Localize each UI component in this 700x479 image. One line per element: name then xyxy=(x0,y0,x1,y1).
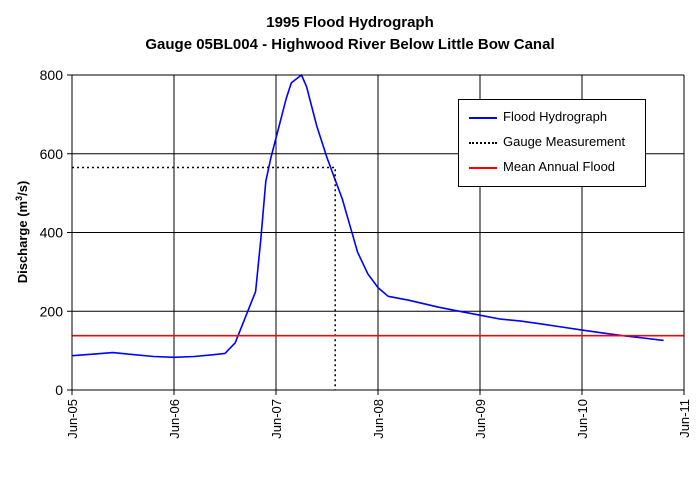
legend-item: Flood Hydrograph xyxy=(459,108,645,128)
y-tick-label: 400 xyxy=(40,225,64,241)
y-tick-label: 200 xyxy=(40,303,64,319)
legend-swatch xyxy=(469,167,497,169)
x-tick-label: Jun-08 xyxy=(371,399,386,439)
x-tick-label: Jun-11 xyxy=(677,399,692,438)
x-tick-label: Jun-06 xyxy=(167,399,182,439)
x-tick-label: Jun-05 xyxy=(65,399,80,439)
legend-label: Gauge Measurement xyxy=(503,134,626,149)
legend-item: Mean Annual Flood xyxy=(459,158,645,178)
chart-title-line-1: 1995 Flood Hydrograph xyxy=(266,14,434,31)
legend-swatch xyxy=(469,117,497,119)
x-tick-label: Jun-09 xyxy=(473,399,488,439)
legend-swatch xyxy=(469,142,497,144)
legend-item: Gauge Measurement xyxy=(459,133,645,153)
chart-title-line-2: Gauge 05BL004 - Highwood River Below Lit… xyxy=(145,36,555,53)
x-tick-label: Jun-07 xyxy=(269,399,284,439)
y-tick-label: 0 xyxy=(55,382,63,398)
y-tick-label: 800 xyxy=(40,67,64,83)
x-tick-label: Jun-10 xyxy=(575,399,590,439)
series-flood-hydrograph xyxy=(71,74,664,359)
y-tick-label: 600 xyxy=(40,146,64,162)
legend: Flood Hydrograph Gauge Measurement Mean An… xyxy=(458,99,646,187)
legend-label: Mean Annual Flood xyxy=(503,159,616,174)
series-gauge-measurement xyxy=(72,166,336,390)
legend-label: Flood Hydrograph xyxy=(503,109,608,124)
